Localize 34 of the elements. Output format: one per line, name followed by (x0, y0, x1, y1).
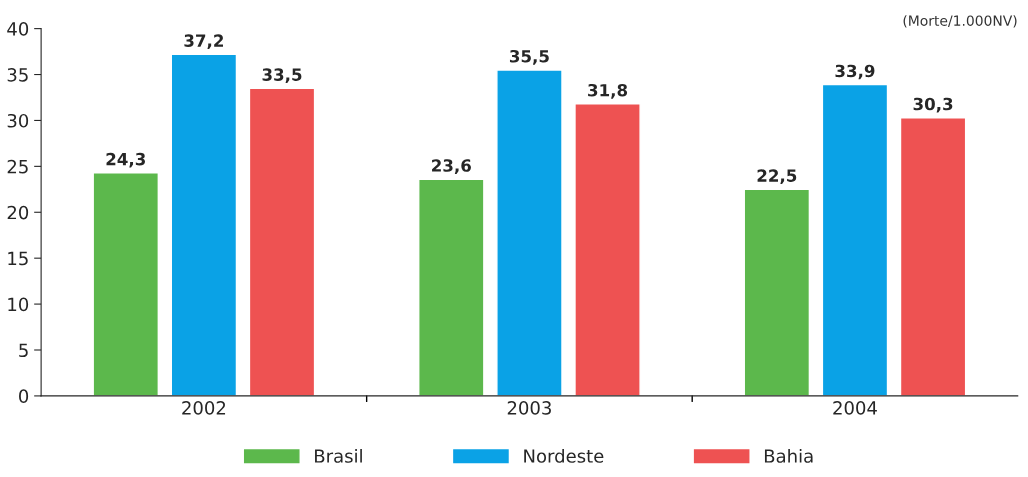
legend-label: Nordeste (524, 448, 604, 463)
y-tick-label: 15 (8, 251, 28, 266)
y-tick-label: 20 (7, 205, 29, 220)
data-label: 30,3 (913, 97, 953, 113)
bar (574, 103, 641, 396)
text: (Morte/1.000NV) (903, 15, 1017, 28)
data-label: 35,5 (509, 49, 549, 65)
y-tick-label: 25 (7, 159, 28, 174)
data-label: 23,6 (432, 159, 471, 174)
y-tick-label: 5 (19, 343, 28, 358)
data-label: 33,5 (262, 68, 302, 84)
y-tick-label: 10 (8, 297, 29, 312)
x-tick-label: 2002 (182, 401, 226, 415)
data-label: 22,5 (757, 169, 797, 185)
legend-label: Bahia (764, 448, 813, 463)
x-tick-label: 2003 (507, 401, 551, 415)
legend-label: Brasil (315, 448, 362, 463)
bar (418, 178, 485, 396)
bar (170, 53, 238, 396)
bar (496, 69, 563, 396)
data-label: 37,2 (184, 34, 223, 50)
y-tick-label: 40 (7, 22, 29, 36)
y-tick-label: 35 (7, 67, 28, 82)
bar (743, 188, 811, 396)
bar (92, 172, 160, 396)
bar (821, 83, 889, 396)
y-tick-label: 0 (19, 389, 29, 404)
x-tick-label: 2004 (833, 401, 877, 415)
data-label: 33,9 (835, 64, 875, 80)
data-label: 31,8 (588, 83, 628, 99)
bar (248, 87, 316, 396)
y-tick-label: 30 (7, 113, 29, 128)
bar (899, 116, 967, 396)
data-label: 24,3 (106, 152, 145, 168)
